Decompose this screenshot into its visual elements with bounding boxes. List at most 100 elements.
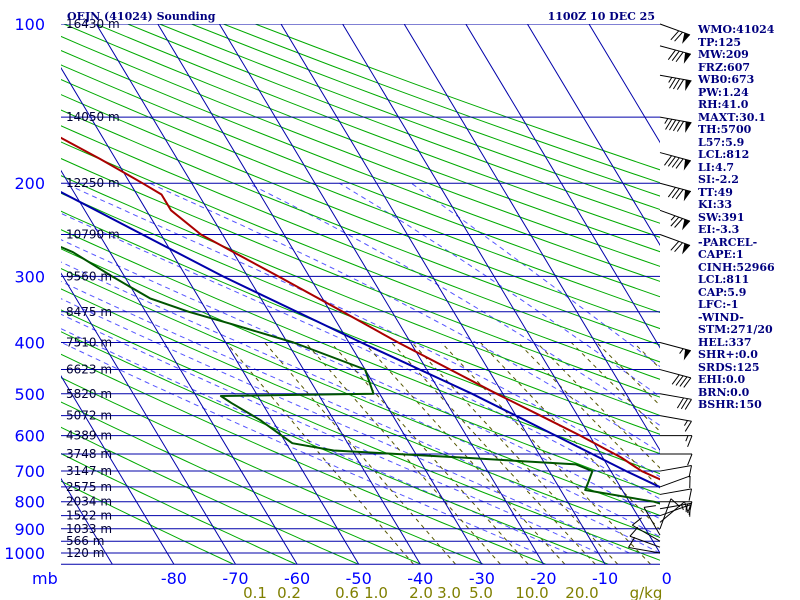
moist-adiabat: [411, 182, 660, 368]
wind-barb-flag: [670, 216, 680, 227]
wind-barb-pennant: [683, 159, 691, 171]
dewpoint-trace: [61, 245, 660, 505]
wind-barb: [659, 234, 691, 255]
wind-barb-flag: [669, 77, 677, 89]
wind-barb-flag: [683, 377, 692, 388]
height-label: 16430 m: [66, 17, 120, 31]
isotherm-line: [95, 24, 421, 565]
index-item: PW:1.24: [698, 85, 749, 99]
isotherm-line: [342, 24, 660, 554]
mixing-ratio-line: [536, 342, 660, 469]
dry-adiabat: [61, 158, 660, 398]
wind-barb-shaft: [659, 234, 691, 246]
height-label: 2034 m: [66, 495, 112, 509]
dry-adiabat: [61, 141, 660, 380]
wind-barb: [659, 465, 693, 478]
wind-barb-pennant: [685, 79, 692, 91]
wind-barb-shaft: [659, 369, 692, 379]
wind-barb-flag: [674, 242, 683, 253]
mixing-ratio-label: 0.1: [243, 584, 267, 600]
mixing-ratio-line: [225, 342, 414, 565]
index-item: WMO:41024: [698, 23, 775, 36]
wind-barb-shaft: [659, 152, 692, 162]
index-item: CAPE:1: [698, 248, 744, 261]
wind-barb-flag: [671, 188, 680, 199]
wind-barb-shaft: [632, 524, 661, 542]
index-item: WB0:673: [698, 73, 755, 86]
sounding-time: 1100Z 10 DEC 25: [548, 10, 655, 23]
moist-adiabat: [61, 341, 538, 554]
height-label: 4389 m: [66, 429, 112, 443]
wind-barb-flag: [684, 399, 692, 410]
wind-barb-shaft: [659, 116, 692, 124]
wind-barb-flag: [670, 30, 680, 41]
index-item: EI:-3.3: [698, 223, 740, 236]
height-label: 8475 m: [66, 305, 112, 319]
wind-barb-flag: [667, 49, 676, 60]
dry-adiabat: [61, 268, 660, 517]
dry-adiabat: [61, 229, 660, 475]
index-item: EHI:0.0: [698, 373, 746, 386]
height-label: 12250 m: [66, 176, 120, 190]
wind-barb-flag: [669, 119, 677, 131]
mixing-ratio-label: 20.0: [565, 584, 598, 600]
height-label: 10790 m: [66, 228, 120, 242]
wind-barb-flag: [671, 157, 680, 168]
height-label: 14050 m: [66, 110, 120, 124]
wind-barb-flag: [628, 536, 636, 548]
index-item: STM:271/20: [698, 323, 773, 336]
index-item: BSHR:150: [698, 398, 762, 411]
pressure-tick-label: 400: [14, 334, 45, 353]
mixing-ratio-line: [441, 342, 651, 565]
dry-adiabat: [61, 35, 660, 267]
wind-barb-flag: [688, 488, 693, 501]
isotherms: [0, 12, 660, 565]
height-label: 9560 m: [66, 269, 112, 283]
height-label: 6623 m: [66, 363, 112, 377]
index-item: BRN:0.0: [698, 385, 750, 399]
dry-adiabat: [63, 24, 660, 253]
dry-adiabat: [61, 288, 660, 539]
wind-barb-half-flag: [685, 503, 689, 510]
index-item: LCL:811: [698, 273, 750, 286]
wind-barb-pennant: [685, 121, 692, 133]
mixing-ratio-line: [411, 342, 619, 565]
dry-adiabat: [61, 353, 546, 565]
index-item: SHR+:0.0: [698, 348, 758, 361]
mixing-ratio-lines: [225, 342, 660, 565]
wind-barb: [659, 393, 692, 410]
index-item: -WIND-: [698, 310, 744, 324]
wind-barb: [659, 415, 692, 432]
mixing-ratio-label: g/kg: [630, 584, 663, 600]
wind-barb: [659, 116, 692, 133]
wind-barb: [660, 501, 693, 514]
wind-barb-flag: [629, 526, 639, 537]
height-label: 3748 m: [66, 447, 112, 461]
wind-barb: [659, 152, 692, 171]
index-item: LI:4.7: [698, 160, 735, 174]
wind-barb-half-flag: [668, 77, 673, 83]
wind-barb-flag: [667, 156, 676, 167]
temperature-trace: [61, 136, 660, 481]
index-item: SI:-2.2: [698, 173, 739, 186]
isotherm-line: [0, 12, 51, 564]
wind-barb-half-flag: [684, 420, 689, 426]
wind-barb: [659, 45, 692, 64]
wind-barb-flag: [675, 51, 684, 63]
wind-barb-shaft: [659, 488, 692, 495]
index-item: KI:33: [698, 198, 733, 211]
isotherm-line: [218, 24, 544, 565]
height-label: 5072 m: [66, 409, 112, 423]
wind-barb-flag: [631, 517, 643, 526]
index-item: SW:391: [698, 210, 745, 224]
height-label: 1522 m: [66, 509, 112, 523]
wind-barb: [659, 182, 692, 202]
wind-barb-flag: [675, 375, 684, 386]
wind-barb-shaft: [659, 393, 692, 400]
wind-barb-flag: [672, 78, 681, 90]
wind-barb-shaft: [659, 23, 691, 36]
wind-barb-shaft: [659, 504, 691, 517]
dry-adiabat: [61, 248, 660, 495]
wind-barb-flag: [688, 465, 693, 478]
